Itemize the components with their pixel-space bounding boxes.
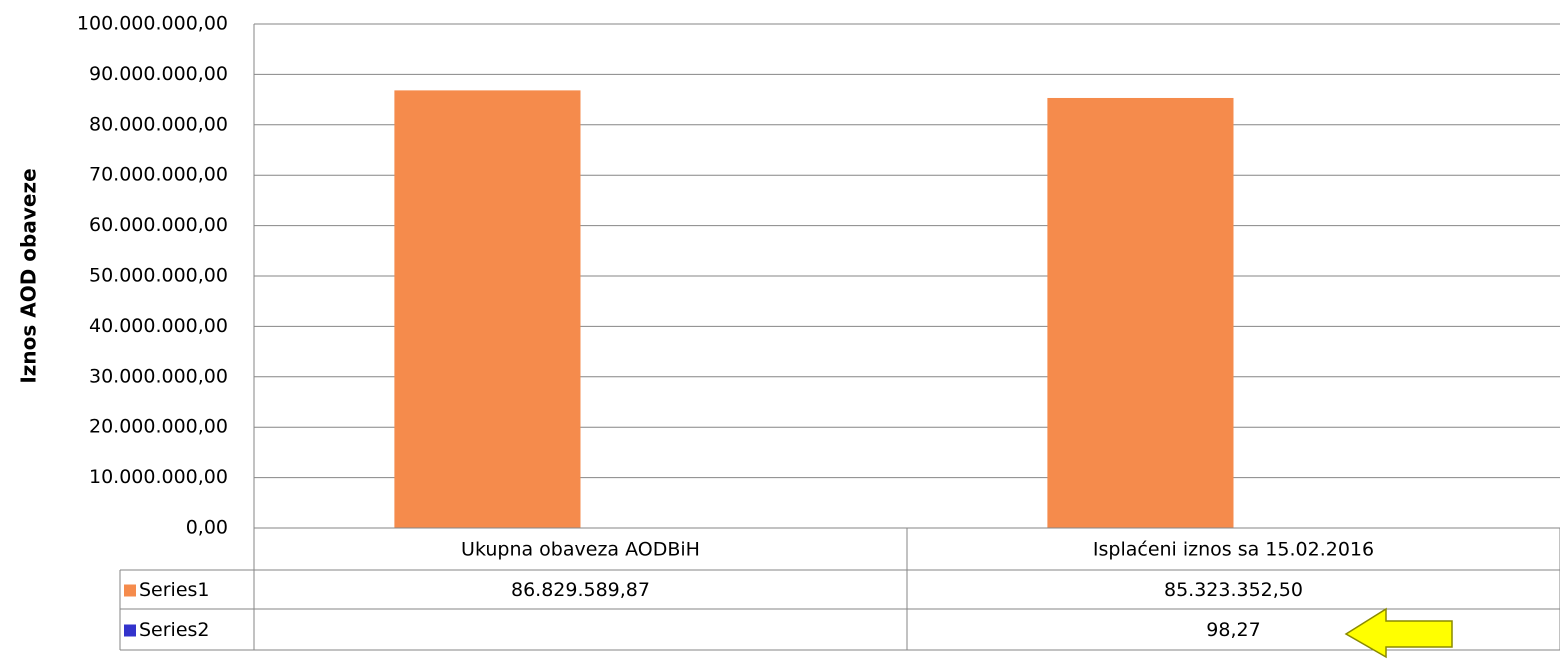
y-tick-label: 10.000.000,00	[89, 466, 228, 488]
y-tick-label: 50.000.000,00	[89, 265, 228, 287]
bar	[1047, 97, 1234, 528]
x-tick-label: Ukupna obaveza AODBiH	[461, 539, 700, 561]
legend-key	[124, 584, 136, 597]
y-tick-label: 0,00	[186, 517, 228, 539]
y-tick-label: 100.000.000,00	[77, 13, 228, 35]
data-label: 98,27	[1206, 619, 1260, 641]
y-tick-label: 80.000.000,00	[89, 113, 228, 135]
y-tick-label: 70.000.000,00	[89, 164, 228, 186]
legend-key	[124, 624, 136, 637]
data-label: 86.829.589,87	[511, 579, 650, 601]
legend-label: Series1	[139, 579, 210, 601]
data-label: 85.323.352,50	[1164, 579, 1303, 601]
y-tick-label: 60.000.000,00	[89, 214, 228, 236]
legend-label: Series2	[139, 619, 210, 641]
y-axis-title: Iznos AOD obaveze	[17, 168, 41, 383]
arrow	[1344, 607, 1453, 659]
x-tick-label: Isplaćeni iznos sa 15.02.2016	[1093, 539, 1374, 561]
y-tick-label: 40.000.000,00	[89, 315, 228, 337]
y-tick-label: 20.000.000,00	[89, 416, 228, 438]
y-tick-label: 90.000.000,00	[89, 63, 228, 85]
y-tick-label: 30.000.000,00	[89, 365, 228, 387]
bar	[394, 90, 581, 528]
